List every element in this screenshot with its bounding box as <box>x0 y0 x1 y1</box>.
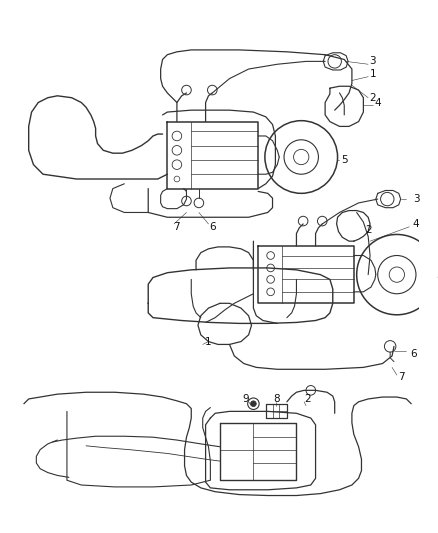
Text: 2: 2 <box>365 225 371 235</box>
Text: 4: 4 <box>374 98 381 108</box>
Text: 2: 2 <box>304 394 311 404</box>
Text: 3: 3 <box>370 56 376 67</box>
Text: 1: 1 <box>205 336 212 346</box>
Text: 7: 7 <box>398 372 405 382</box>
Text: 6: 6 <box>410 349 417 359</box>
Text: 6: 6 <box>209 222 215 232</box>
Text: 5: 5 <box>437 270 438 280</box>
Text: 4: 4 <box>413 219 419 229</box>
Text: 1: 1 <box>370 69 376 79</box>
Text: 2: 2 <box>370 93 376 103</box>
Text: 5: 5 <box>341 155 348 165</box>
Text: 8: 8 <box>273 394 280 404</box>
Text: 7: 7 <box>173 222 180 232</box>
Text: 3: 3 <box>413 194 419 204</box>
Text: 9: 9 <box>243 394 249 404</box>
Circle shape <box>251 401 256 407</box>
